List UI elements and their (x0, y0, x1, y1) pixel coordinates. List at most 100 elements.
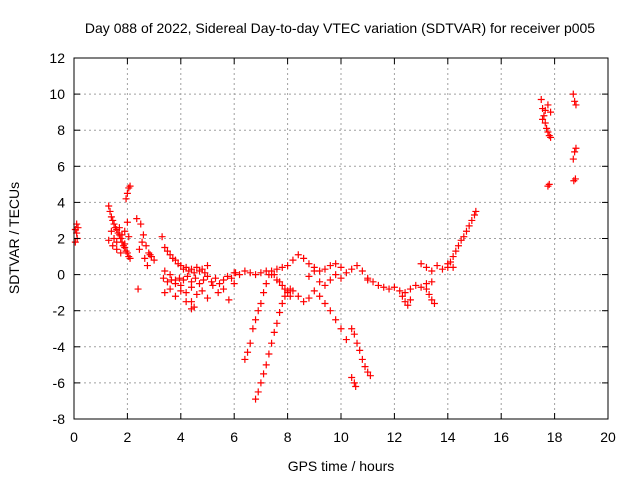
data-point (270, 328, 278, 336)
data-point (262, 361, 270, 369)
data-point (452, 247, 460, 255)
data-point (289, 256, 297, 264)
data-point (109, 242, 117, 250)
data-point (396, 287, 404, 295)
data-point (321, 299, 329, 307)
data-point (401, 298, 409, 306)
data-point (465, 222, 473, 230)
data-point (278, 281, 286, 289)
y-tick-label: 8 (57, 122, 65, 138)
data-point (161, 289, 169, 297)
data-point (352, 383, 360, 391)
data-point (570, 177, 578, 185)
data-point (166, 271, 174, 279)
data-point (244, 348, 252, 356)
data-point (74, 224, 82, 232)
data-point (241, 267, 249, 275)
data-point (300, 298, 308, 306)
data-point (125, 233, 133, 241)
data-point (230, 269, 238, 277)
data-point (175, 274, 183, 282)
data-point (422, 263, 430, 271)
data-point (204, 272, 211, 280)
x-tick-label: 14 (440, 429, 456, 445)
y-tick-label: -8 (53, 411, 66, 427)
data-point (544, 128, 552, 136)
data-point (166, 285, 174, 293)
data-point (166, 251, 174, 259)
data-point (332, 260, 340, 268)
data-point (193, 290, 201, 298)
data-point (369, 278, 377, 286)
data-point (321, 281, 329, 289)
data-point (212, 274, 220, 282)
data-point (571, 97, 579, 105)
data-point (182, 263, 190, 271)
data-point (252, 395, 260, 403)
data-point (106, 207, 114, 215)
data-point (171, 256, 179, 264)
y-axis-title: SDTVAR / TECUs (6, 182, 22, 294)
data-point (236, 271, 244, 279)
data-point (305, 294, 313, 302)
data-point (273, 265, 281, 273)
data-point (187, 298, 195, 306)
data-point (115, 224, 123, 232)
data-point (364, 274, 372, 282)
data-point (404, 301, 412, 309)
data-point (385, 285, 393, 293)
data-point (118, 231, 126, 239)
data-point (216, 280, 224, 288)
axis-ticks (73, 57, 609, 420)
data-point (146, 251, 154, 259)
data-point (143, 262, 151, 270)
data-point (460, 233, 468, 241)
data-point (252, 271, 260, 279)
y-tick-label: -6 (53, 375, 66, 391)
data-point (270, 271, 278, 279)
data-point (281, 292, 289, 300)
data-point (260, 289, 268, 297)
data-point (332, 271, 340, 279)
data-point (449, 253, 457, 261)
data-point (268, 339, 276, 347)
data-point (171, 276, 179, 284)
y-tick-label: -4 (53, 339, 66, 355)
chart-title: Day 088 of 2022, Sidereal Day-to-day VTE… (85, 20, 595, 36)
data-point (183, 272, 191, 280)
data-point (417, 260, 425, 268)
y-tick-label: -2 (53, 303, 66, 319)
x-tick-label: 0 (70, 429, 78, 445)
data-point (138, 238, 146, 246)
data-point (380, 283, 388, 291)
data-point (353, 339, 361, 347)
data-point (446, 258, 454, 266)
data-point (544, 182, 552, 190)
data-point (276, 309, 284, 317)
x-tick-label: 4 (177, 429, 185, 445)
y-tick-label: 12 (49, 50, 65, 66)
data-point (159, 274, 167, 282)
data-point (187, 283, 195, 291)
data-point (117, 249, 125, 257)
x-tick-label: 16 (493, 429, 509, 445)
data-point (246, 339, 254, 347)
data-point (326, 262, 334, 270)
data-point (220, 276, 228, 284)
data-point (541, 119, 549, 127)
data-point (337, 274, 345, 282)
data-point (241, 355, 249, 363)
data-point (417, 283, 425, 291)
data-point (105, 202, 113, 210)
data-point (472, 207, 480, 215)
data-point (541, 106, 549, 114)
data-point (123, 218, 131, 226)
data-point (214, 289, 222, 297)
data-point (142, 242, 150, 250)
data-point (187, 305, 195, 313)
data-point (300, 254, 308, 262)
data-point (122, 195, 130, 203)
data-point (123, 189, 131, 197)
data-point (348, 265, 356, 273)
data-point (163, 247, 171, 255)
